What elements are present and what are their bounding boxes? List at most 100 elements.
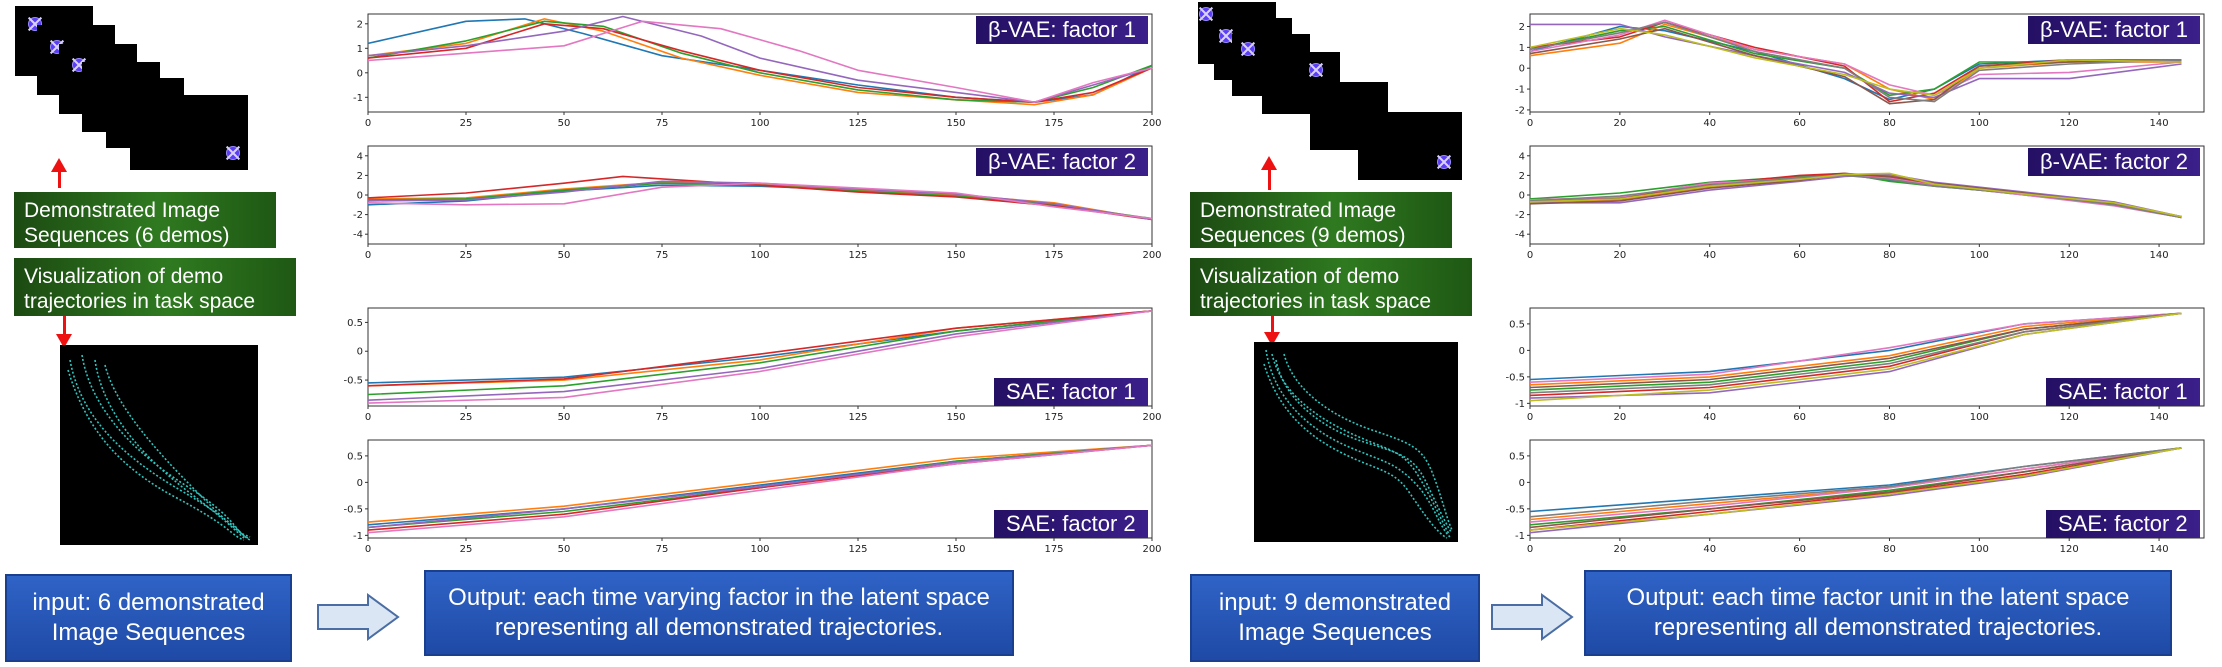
task-space-label: Visualization of demo trajectories in ta…	[14, 258, 296, 316]
x-tick-label: 25	[460, 250, 473, 261]
x-tick-label: 60	[1793, 544, 1806, 555]
y-tick-label: -4	[1515, 230, 1525, 241]
series-line	[1529, 174, 2182, 219]
trajectory-visualization	[1254, 342, 1458, 542]
label-line: trajectories in task space	[1200, 290, 1432, 313]
y-tick-label: 0	[357, 191, 363, 202]
series-line	[367, 310, 1153, 396]
factor-label: SAE: factor 1	[994, 378, 1148, 406]
y-tick-label: -0.5	[1505, 504, 1525, 515]
output-line: representing all demonstrated trajectori…	[494, 614, 944, 641]
x-tick-label: 75	[656, 250, 669, 261]
x-tick-label: 75	[656, 118, 669, 129]
chart-right-3: 0 20 40 60 80 100 120 140 -1 -0.5 0 0.5 SAE: factor …	[1492, 302, 2212, 424]
x-tick-label: 25	[460, 412, 473, 423]
target-marker-icon	[1220, 30, 1232, 42]
target-marker-icon	[227, 147, 239, 159]
y-tick-label: -1	[1515, 531, 1525, 542]
input-box: input: 6 demonstrated Image Sequences	[5, 574, 292, 662]
x-tick-label: 140	[2150, 544, 2169, 555]
factor-label: SAE: factor 2	[2046, 510, 2200, 538]
x-tick-label: 40	[1703, 118, 1716, 129]
input-box: input: 9 demonstrated Image Sequences	[1190, 574, 1480, 662]
x-tick-label: 125	[848, 118, 867, 129]
x-tick-label: 50	[558, 544, 571, 555]
arrow-down-icon	[1264, 316, 1280, 346]
input-line: input: 6 demonstrated	[32, 589, 265, 616]
x-tick-label: 50	[558, 250, 571, 261]
chart-left-4: 0 25 50 75 100 125 150 175 200 -1 -0.5 0 0.5 SAE: fac…	[330, 434, 1162, 556]
x-tick-label: 100	[750, 250, 769, 261]
output-line: Output: each time factor unit in the lat…	[1626, 584, 2130, 611]
x-tick-label: 0	[1527, 118, 1533, 129]
x-tick-label: 0	[365, 118, 371, 129]
x-tick-label: 0	[365, 544, 371, 555]
x-tick-label: 100	[1970, 118, 1989, 129]
x-tick-label: 75	[656, 412, 669, 423]
x-tick-label: 100	[750, 118, 769, 129]
x-tick-label: 100	[1970, 250, 1989, 261]
x-tick-label: 100	[1970, 412, 1989, 423]
arrow-down-icon	[56, 316, 72, 348]
x-tick-label: 140	[2150, 412, 2169, 423]
series-line	[367, 310, 1153, 404]
label-line: Sequences (6 demos)	[24, 224, 230, 247]
x-tick-label: 120	[2060, 118, 2079, 129]
series-line	[1529, 21, 2182, 103]
label-line: Demonstrated Image	[1200, 199, 1397, 222]
label-line: Visualization of demo	[1200, 265, 1400, 288]
demo-frame	[1358, 112, 1462, 180]
series-line	[1529, 447, 2182, 523]
x-tick-label: 80	[1883, 118, 1896, 129]
y-tick-label: 0	[1519, 64, 1525, 75]
label-line: Demonstrated Image	[24, 199, 221, 222]
target-marker-icon	[1438, 156, 1450, 168]
series-line	[1529, 27, 2182, 97]
x-tick-label: 125	[848, 544, 867, 555]
y-tick-label: 0.5	[1509, 451, 1525, 462]
block-arrow-right-icon	[1491, 593, 1574, 641]
y-tick-label: 2	[1519, 22, 1525, 33]
series-line	[1529, 447, 2182, 518]
series-line	[1529, 312, 2182, 386]
demo-sequences-label: Demonstrated Image Sequences (6 demos)	[14, 192, 276, 248]
x-tick-label: 40	[1703, 544, 1716, 555]
target-marker-icon	[1310, 64, 1322, 76]
x-tick-label: 40	[1703, 412, 1716, 423]
x-tick-label: 150	[946, 412, 965, 423]
series-line	[367, 23, 1153, 103]
label-line: Visualization of demo	[24, 265, 224, 288]
arrow-up-icon	[51, 158, 67, 188]
x-tick-label: 125	[848, 250, 867, 261]
x-tick-label: 60	[1793, 250, 1806, 261]
x-tick-label: 75	[656, 544, 669, 555]
factor-label: SAE: factor 1	[2046, 378, 2200, 406]
y-tick-label: 0.5	[347, 451, 363, 462]
y-tick-label: -0.5	[1505, 372, 1525, 383]
series-line	[1529, 447, 2182, 529]
target-marker-icon	[1242, 43, 1254, 55]
chart-svg: 0 20 40 60 80 100 120 140 -1 -0.5 0 0.5	[1505, 307, 2205, 423]
x-tick-label: 100	[750, 544, 769, 555]
factor-label: β-VAE: factor 2	[2028, 148, 2200, 176]
trajectory-svg	[67, 354, 251, 541]
x-tick-label: 100	[750, 412, 769, 423]
x-tick-label: 0	[365, 250, 371, 261]
x-tick-label: 80	[1883, 412, 1896, 423]
x-tick-label: 200	[1142, 118, 1161, 129]
y-tick-label: 0	[357, 68, 363, 79]
x-tick-label: 0	[1527, 412, 1533, 423]
x-tick-label: 25	[460, 118, 473, 129]
chart-left-2: 0 25 50 75 100 125 150 175 200 -4 -2 0 2 4 β-VAE: fact…	[330, 140, 1162, 262]
y-tick-label: 0	[1519, 191, 1525, 202]
series-line	[367, 20, 1153, 103]
x-tick-label: 175	[1044, 250, 1063, 261]
y-tick-label: 2	[357, 171, 363, 182]
x-tick-label: 175	[1044, 412, 1063, 423]
y-tick-label: 0.5	[1509, 319, 1525, 330]
chart-right-1: 0 20 40 60 80 100 120 140 -2 -1 0 1 2 β-VAE: factor 1	[1492, 8, 2212, 130]
y-tick-label: 1	[1519, 43, 1525, 54]
x-tick-label: 60	[1793, 412, 1806, 423]
x-tick-label: 150	[946, 118, 965, 129]
x-tick-label: 0	[365, 412, 371, 423]
